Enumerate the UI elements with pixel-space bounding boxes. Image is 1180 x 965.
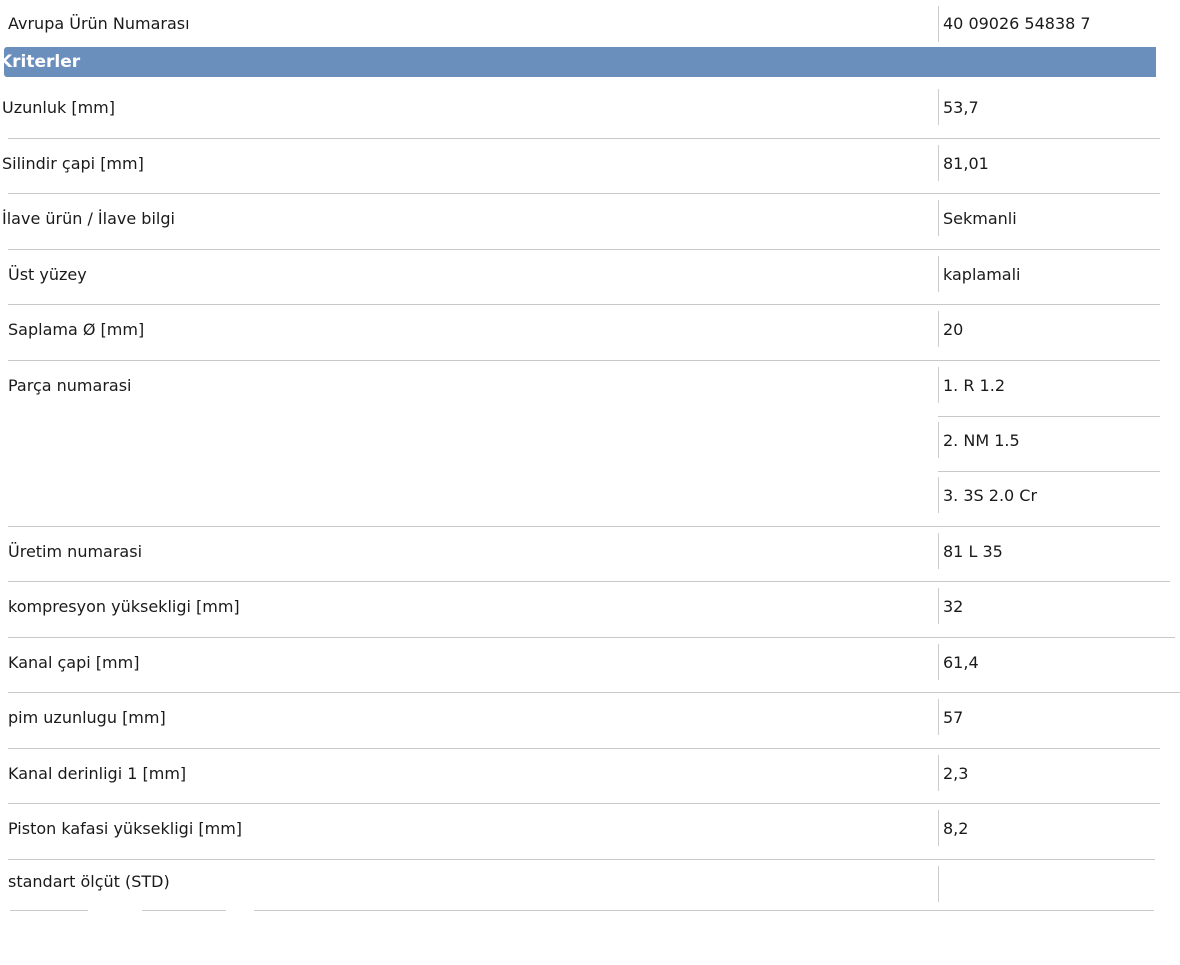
column-divider — [938, 6, 939, 42]
row-cylinder-diameter: Silindir çapi [mm] 81,01 — [0, 139, 1160, 194]
row-value: 81 L 35 — [943, 541, 1003, 561]
column-divider — [938, 89, 939, 125]
row-label: Kanal çapi [mm] — [8, 652, 140, 672]
row-label: Parça numarasi — [8, 375, 132, 395]
row-label: Üretim numarasi — [8, 541, 143, 561]
row-value: Sekmanli — [943, 209, 1017, 228]
row-label: Üst yüzey — [8, 264, 87, 284]
column-divider — [938, 311, 939, 347]
column-divider — [938, 643, 939, 680]
row-value: kaplamali — [943, 264, 1021, 284]
part-number-item: 2. NM 1.5 — [938, 415, 1160, 472]
column-divider — [938, 810, 939, 846]
section-header-criteria: Kriterler — [4, 47, 1156, 77]
row-compression-height: kompresyon yüksekligi [mm] 32 — [0, 582, 1175, 638]
row-pin-diameter: Saplama Ø [mm] 20 — [0, 305, 1160, 361]
row-divider — [8, 304, 1160, 305]
row-label: Avrupa Ürün Numarası — [8, 14, 190, 33]
row-divider — [8, 747, 1160, 749]
row-divider — [8, 248, 1160, 250]
row-label: standart ölçüt (STD) — [8, 871, 170, 891]
row-divider — [254, 910, 1154, 911]
column-divider — [938, 699, 939, 735]
column-divider — [938, 532, 939, 569]
row-label: Kanal derinligi 1 [mm] — [8, 763, 187, 783]
part-number-item: 3. 3S 2.0 Cr — [938, 470, 1160, 527]
row-label: Silindir çapi [mm] — [2, 153, 144, 173]
row-european-article-number: Avrupa Ürün Numarası 40 09026 54838 7 — [0, 0, 1160, 46]
row-divider — [938, 470, 1160, 472]
row-label: İlave ürün / İlave bilgi — [2, 209, 175, 228]
row-value: 1. R 1.2 — [943, 375, 1005, 395]
row-divider — [8, 359, 1160, 361]
column-divider — [938, 144, 939, 181]
row-production-number: Üretim numarasi 81 L 35 — [0, 527, 1170, 582]
row-value: 81,01 — [943, 153, 989, 173]
row-divider — [8, 636, 1175, 638]
row-label: Uzunluk [mm] — [2, 98, 115, 117]
section-header-label: Kriterler — [4, 52, 81, 72]
row-label: kompresyon yüksekligi [mm] — [8, 597, 240, 616]
row-value: 20 — [943, 320, 964, 339]
row-value: 40 09026 54838 7 — [943, 14, 1091, 33]
row-divider — [8, 803, 1160, 804]
row-pin-length: pim uzunlugu [mm] 57 — [0, 693, 1160, 749]
row-divider — [8, 193, 1160, 194]
row-label: Saplama Ø [mm] — [8, 320, 145, 339]
column-divider — [938, 200, 939, 236]
row-channel-diameter: Kanal çapi [mm] 61,4 — [0, 638, 1180, 693]
row-value: 61,4 — [943, 652, 979, 672]
row-value: 2. NM 1.5 — [943, 430, 1020, 450]
row-divider — [10, 910, 88, 911]
row-divider — [938, 415, 1160, 417]
row-divider — [8, 858, 1155, 860]
row-divider — [8, 137, 1160, 139]
column-divider — [938, 421, 939, 458]
column-divider — [938, 255, 939, 292]
row-label: Piston kafasi yüksekligi [mm] — [8, 819, 243, 838]
row-divider — [8, 525, 1160, 527]
row-value: 32 — [943, 597, 964, 616]
row-value: 53,7 — [943, 98, 979, 117]
row-value: 2,3 — [943, 763, 969, 783]
column-divider — [938, 588, 939, 624]
row-standard-size: standart ölçüt (STD) — [0, 860, 1160, 910]
row-divider — [8, 581, 1170, 582]
column-divider — [938, 754, 939, 791]
row-part-number: Parça numarasi 1. R 1.2 2. NM 1.5 3. 3S … — [0, 361, 1160, 527]
row-divider — [142, 910, 226, 911]
row-divider — [8, 692, 1180, 693]
row-surface: Üst yüzey kaplamali — [0, 250, 1160, 305]
column-divider — [938, 366, 939, 403]
column-divider — [938, 476, 939, 513]
row-additional-info: İlave ürün / İlave bilgi Sekmanli — [0, 194, 1160, 250]
column-divider — [938, 865, 939, 902]
row-length: Uzunluk [mm] 53,7 — [0, 83, 1160, 139]
row-value: 8,2 — [943, 819, 969, 838]
row-label: pim uzunlugu [mm] — [8, 708, 166, 727]
part-number-item: 1. R 1.2 — [938, 361, 1160, 417]
row-value: 3. 3S 2.0 Cr — [943, 485, 1038, 505]
row-value: 57 — [943, 708, 964, 727]
row-channel-depth: Kanal derinligi 1 [mm] 2,3 — [0, 749, 1160, 804]
row-piston-head-height: Piston kafasi yüksekligi [mm] 8,2 — [0, 804, 1155, 860]
